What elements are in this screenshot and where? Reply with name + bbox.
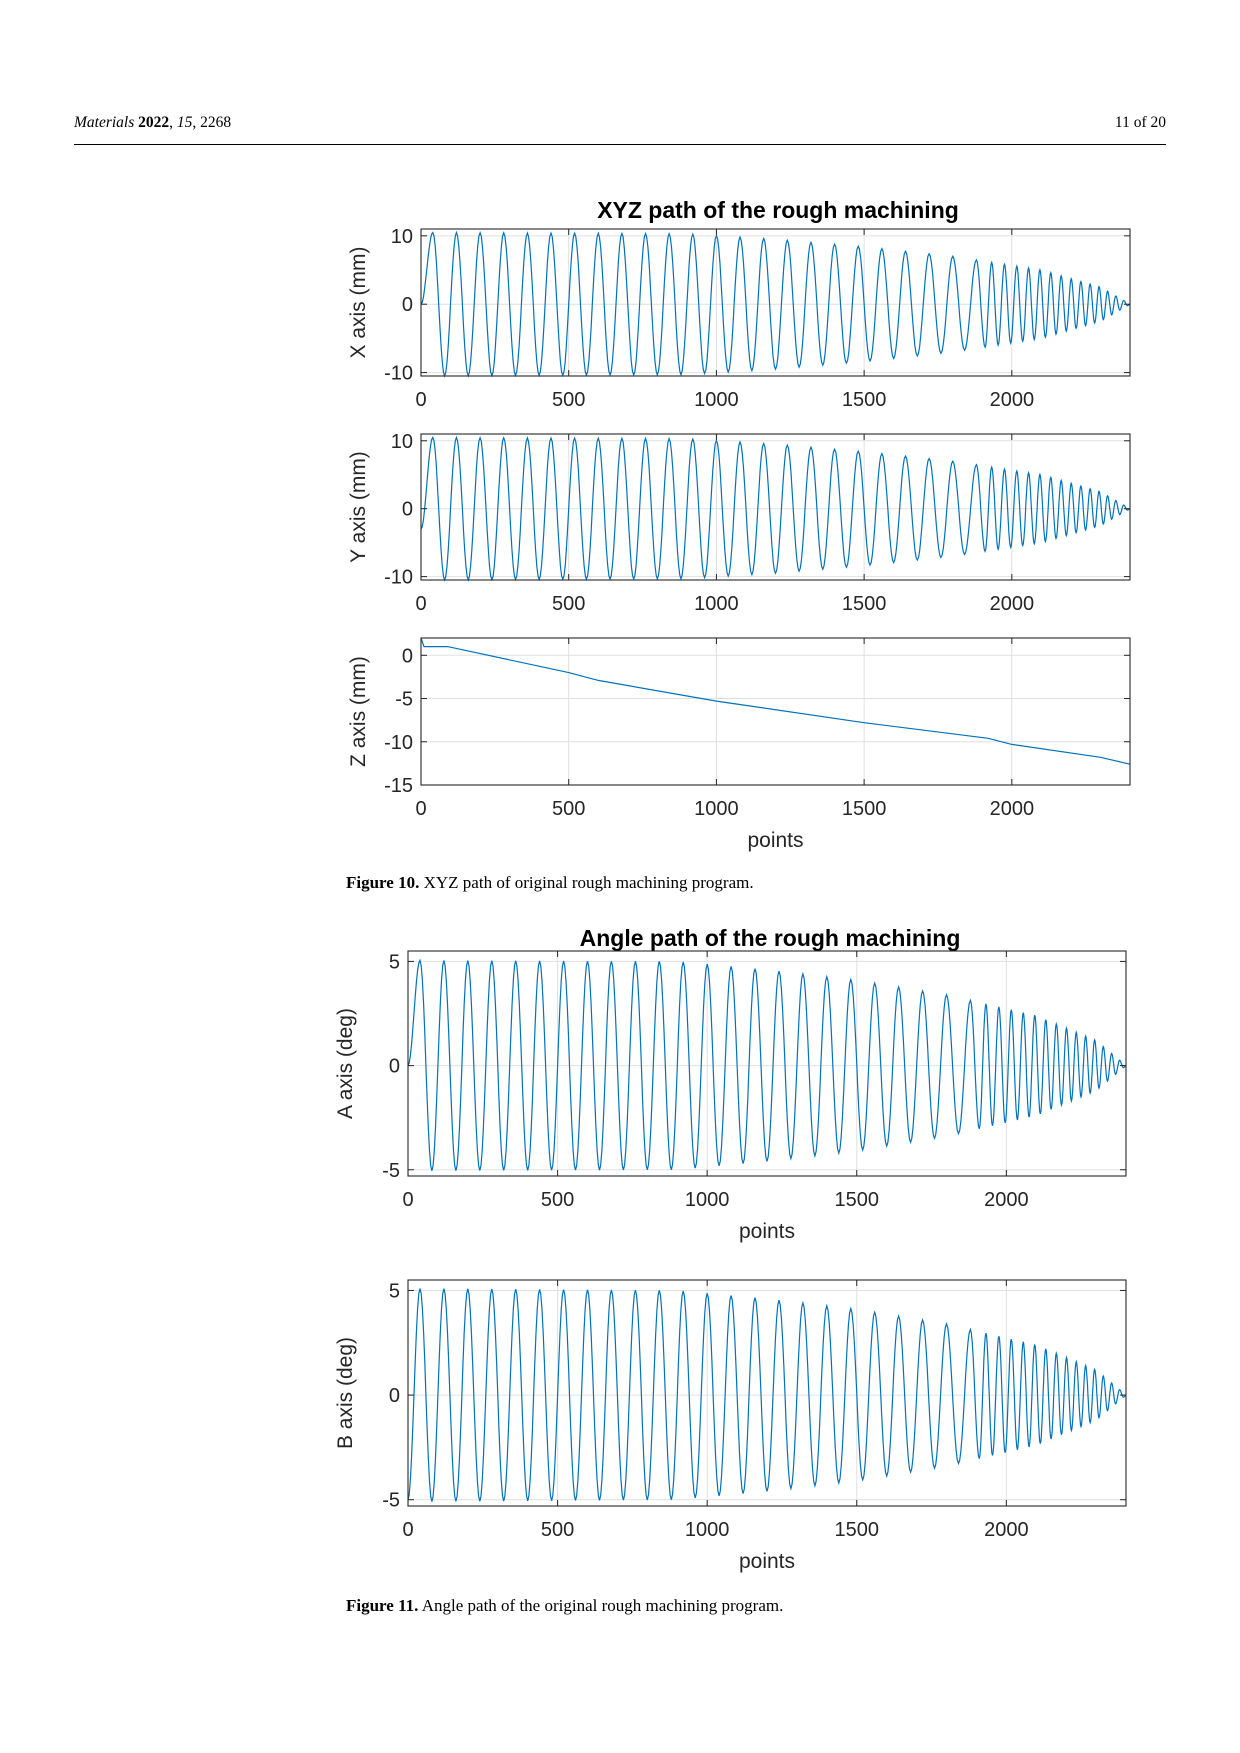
axes-box (420, 637, 1131, 786)
axes-box (407, 1279, 1127, 1507)
x-tick-label: 2000 (984, 1189, 1029, 1211)
figure10-title: XYZ path of the rough machining (597, 197, 959, 223)
figure10-caption: Figure 10. XYZ path of original rough ma… (346, 873, 754, 893)
axes-box (420, 433, 1131, 581)
x-tick-label: 1000 (694, 798, 739, 820)
y-tick-label: 10 (391, 431, 413, 453)
x-tick-label: 500 (552, 389, 585, 411)
x-tick-label: 500 (552, 798, 585, 820)
y-tick-label: -10 (384, 732, 413, 754)
y-tick-label: -5 (382, 1490, 400, 1512)
y-tick-label: -10 (384, 567, 413, 589)
x-axis-label: points (739, 1220, 795, 1243)
y-tick-label: 0 (402, 499, 413, 521)
y-tick-label: 0 (402, 294, 413, 316)
x-axis-label: points (739, 1550, 795, 1573)
z-axis-plot: 0 500 1000 1500 2000 -15 -10 -5 0 Z axis (mm) poin… (347, 637, 1131, 852)
x-tick-label: 1000 (685, 1519, 730, 1541)
x-tick-label: 2000 (990, 593, 1035, 615)
y-tick-label: 0 (389, 1056, 400, 1078)
x-tick-label: 0 (415, 593, 426, 615)
series-line (407, 1288, 1127, 1502)
x-tick-label: 500 (541, 1519, 574, 1541)
journal-volume: 15 (176, 114, 193, 131)
x-tick-label: 500 (552, 593, 585, 615)
y-tick-label: 10 (391, 226, 413, 248)
series-line (420, 435, 1130, 582)
figure10-caption-label: Figure 10. (346, 873, 420, 892)
figure10-caption-text: XYZ path of original rough machining pro… (423, 873, 754, 892)
x-tick-label: 0 (415, 389, 426, 411)
x-tick-label: 500 (541, 1189, 574, 1211)
x-axis-label: points (747, 829, 803, 852)
header-rule (74, 144, 1166, 145)
running-header-citation: Materials 2022, 15, 2268 (74, 114, 232, 131)
figure11-caption-label: Figure 11. (346, 1596, 419, 1615)
axes-box (407, 950, 1127, 1177)
y-axis-label: Y axis (mm) (347, 451, 370, 563)
y-tick-label: 5 (389, 1280, 400, 1302)
y-axis-label: B axis (deg) (334, 1337, 357, 1449)
y-axis-label: A axis (deg) (334, 1008, 357, 1119)
figure11-title: Angle path of the rough machining (580, 925, 961, 951)
y-tick-label: 0 (389, 1385, 400, 1407)
series-line (420, 637, 1131, 765)
x-tick-label: 0 (402, 1519, 413, 1541)
y-tick-label: 5 (389, 951, 400, 973)
x-tick-label: 2000 (990, 389, 1035, 411)
x-tick-label: 0 (415, 798, 426, 820)
x-tick-label: 1500 (842, 798, 887, 820)
x-tick-label: 1000 (694, 593, 739, 615)
x-tick-label: 1000 (694, 389, 739, 411)
y-tick-label: -5 (395, 689, 413, 711)
x-tick-label: 1500 (835, 1519, 880, 1541)
y-axis-label: Z axis (mm) (347, 656, 370, 767)
y-axis-label: X axis (mm) (347, 247, 370, 359)
journal-year: 2022 (138, 114, 170, 131)
x-tick-label: 1500 (842, 593, 887, 615)
x-tick-label: 0 (402, 1189, 413, 1211)
x-tick-label: 1500 (842, 389, 887, 411)
article-number: 2268 (200, 114, 232, 131)
series-line (420, 230, 1130, 378)
y-tick-label: -5 (382, 1160, 400, 1182)
series-line (407, 958, 1127, 1171)
journal-name: Materials (74, 114, 135, 131)
y-tick-label: 0 (402, 645, 413, 667)
figure11-caption-text: Angle path of the original rough machini… (421, 1596, 784, 1615)
x-tick-label: 1500 (835, 1189, 880, 1211)
x-tick-label: 1000 (685, 1189, 730, 1211)
x-tick-label: 2000 (984, 1519, 1029, 1541)
axes-box (420, 228, 1131, 377)
y-tick-label: -15 (384, 775, 413, 797)
x-tick-label: 2000 (990, 798, 1035, 820)
page-number: 11 of 20 (1114, 114, 1166, 131)
figure11-caption: Figure 11. Angle path of the original ro… (346, 1596, 783, 1616)
y-tick-label: -10 (384, 363, 413, 385)
